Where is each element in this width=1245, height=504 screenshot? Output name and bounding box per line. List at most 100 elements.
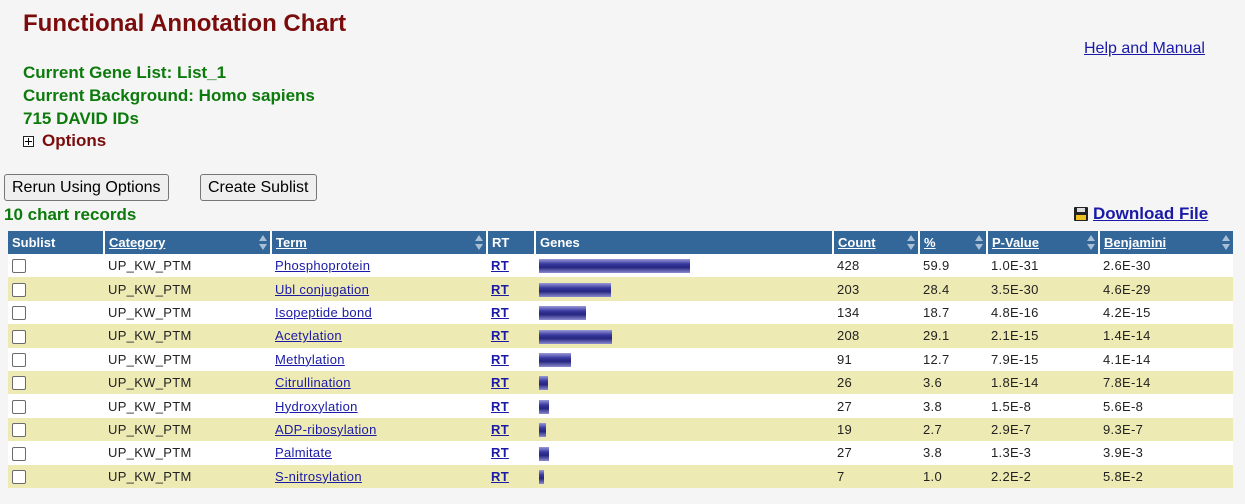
term-link[interactable]: Citrullination: [275, 375, 351, 391]
table-row: UP_KW_PTM Citrullination RT 26 3.6 1.8E-14 7.8…: [8, 370, 1233, 395]
sort-arrows-icon[interactable]: [1222, 235, 1230, 250]
row-select-checkbox[interactable]: [12, 329, 26, 344]
table-row: UP_KW_PTM Methylation RT 91 12.7 7.9E-15 4.1E-…: [8, 347, 1233, 371]
genes-bar[interactable]: [539, 423, 546, 438]
rt-cell: RT: [487, 441, 535, 465]
category-cell: UP_KW_PTM: [104, 347, 271, 371]
row-select-checkbox[interactable]: [12, 376, 26, 391]
benjamini-cell: 1.4E-14: [1099, 324, 1233, 348]
term-link[interactable]: S-nitrosylation: [275, 468, 362, 484]
rt-link[interactable]: RT: [491, 328, 509, 344]
col-header-pvalue[interactable]: P-Value: [986, 231, 1099, 254]
benjamini-cell: 4.2E-15: [1099, 300, 1233, 325]
genes-bar[interactable]: [539, 376, 548, 391]
rt-link[interactable]: RT: [491, 281, 509, 297]
genes-cell: [535, 254, 833, 278]
sort-arrows-icon[interactable]: [475, 235, 483, 250]
genes-cell: [535, 324, 833, 348]
genes-bar[interactable]: [539, 259, 690, 274]
category-cell: UP_KW_PTM: [104, 370, 271, 395]
benjamini-cell: 5.8E-2: [1099, 464, 1233, 488]
rt-cell: RT: [487, 300, 535, 325]
pvalue-cell: 2.2E-2: [987, 464, 1099, 488]
term-cell: Palmitate: [271, 441, 487, 465]
sort-arrows-icon[interactable]: [1087, 235, 1095, 250]
rt-link[interactable]: RT: [491, 375, 509, 391]
options-toggle[interactable]: Options: [23, 131, 106, 151]
percent-cell: 28.4: [919, 277, 987, 301]
rt-link[interactable]: RT: [491, 445, 509, 461]
term-link[interactable]: Acetylation: [275, 328, 342, 344]
benjamini-cell: 3.9E-3: [1099, 441, 1233, 465]
sort-arrows-icon[interactable]: [907, 235, 915, 250]
term-cell: Citrullination: [271, 370, 487, 395]
rt-link[interactable]: RT: [491, 258, 509, 274]
rerun-using-options-button[interactable]: Rerun Using Options: [4, 174, 169, 201]
count-cell: 428: [833, 254, 919, 278]
row-select-checkbox[interactable]: [12, 399, 26, 414]
col-header-benjamini[interactable]: Benjamini: [1098, 231, 1233, 254]
col-header-count[interactable]: Count: [832, 231, 919, 254]
genes-bar[interactable]: [539, 446, 549, 461]
term-link[interactable]: Methylation: [275, 351, 345, 367]
genes-cell: [535, 417, 833, 442]
chart-table-body: UP_KW_PTM Phosphoprotein RT 428 59.9 1.0E-31 2…: [8, 254, 1233, 488]
plus-box-icon[interactable]: [23, 135, 34, 147]
term-cell: ADP-ribosylation: [271, 417, 487, 442]
category-cell: UP_KW_PTM: [104, 300, 271, 325]
benjamini-cell: 4.6E-29: [1099, 277, 1233, 301]
pvalue-cell: 1.0E-31: [987, 254, 1099, 278]
percent-cell: 3.8: [919, 394, 987, 418]
term-link[interactable]: ADP-ribosylation: [275, 421, 377, 437]
genes-bar[interactable]: [539, 306, 586, 321]
page-title: Functional Annotation Chart: [23, 10, 347, 37]
rt-link[interactable]: RT: [491, 468, 509, 484]
floppy-disk-icon: [1074, 207, 1088, 221]
benjamini-cell: 2.6E-30: [1099, 254, 1233, 278]
rt-link[interactable]: RT: [491, 304, 509, 320]
rt-cell: RT: [487, 464, 535, 488]
download-file-label: Download File: [1093, 204, 1209, 223]
term-link[interactable]: Phosphoprotein: [275, 258, 371, 274]
row-select-checkbox[interactable]: [12, 282, 26, 297]
sublist-cell: [8, 370, 104, 395]
benjamini-cell: 9.3E-7: [1099, 417, 1233, 442]
rt-link[interactable]: RT: [491, 398, 509, 414]
table-row: UP_KW_PTM Phosphoprotein RT 428 59.9 1.0E-31 2…: [8, 254, 1233, 278]
rt-link[interactable]: RT: [491, 421, 509, 437]
term-link[interactable]: Isopeptide bond: [275, 304, 373, 320]
row-select-checkbox[interactable]: [12, 446, 26, 461]
category-cell: UP_KW_PTM: [104, 324, 271, 348]
percent-cell: 18.7: [919, 300, 987, 325]
col-header-category[interactable]: Category: [103, 231, 271, 254]
sort-arrows-icon[interactable]: [259, 235, 267, 250]
download-file-link[interactable]: Download File: [1074, 204, 1208, 224]
row-select-checkbox[interactable]: [12, 306, 26, 321]
genes-cell: [535, 464, 833, 488]
genes-bar[interactable]: [539, 282, 611, 297]
table-row: UP_KW_PTM Hydroxylation RT 27 3.8 1.5E-8 5.6E-…: [8, 394, 1233, 418]
row-select-checkbox[interactable]: [12, 423, 26, 438]
row-select-checkbox[interactable]: [12, 469, 26, 484]
sort-arrows-icon[interactable]: [975, 235, 983, 250]
rt-link[interactable]: RT: [491, 351, 509, 367]
col-header-percent[interactable]: %: [918, 231, 987, 254]
rt-cell: RT: [487, 254, 535, 278]
genes-cell: [535, 370, 833, 395]
genes-bar[interactable]: [539, 469, 544, 484]
col-header-term[interactable]: Term: [270, 231, 487, 254]
benjamini-cell: 4.1E-14: [1099, 347, 1233, 371]
create-sublist-button[interactable]: Create Sublist: [200, 174, 317, 201]
term-link[interactable]: Palmitate: [275, 445, 332, 461]
term-link[interactable]: Ubl conjugation: [275, 281, 370, 297]
row-select-checkbox[interactable]: [12, 259, 26, 274]
percent-cell: 1.0: [919, 464, 987, 488]
help-manual-link[interactable]: Help and Manual: [1084, 40, 1205, 57]
genes-bar[interactable]: [539, 399, 549, 414]
pvalue-cell: 1.3E-3: [987, 441, 1099, 465]
row-select-checkbox[interactable]: [12, 353, 26, 368]
genes-bar[interactable]: [539, 329, 612, 344]
term-link[interactable]: Hydroxylation: [275, 398, 358, 414]
category-cell: UP_KW_PTM: [104, 254, 271, 278]
genes-bar[interactable]: [539, 353, 571, 368]
